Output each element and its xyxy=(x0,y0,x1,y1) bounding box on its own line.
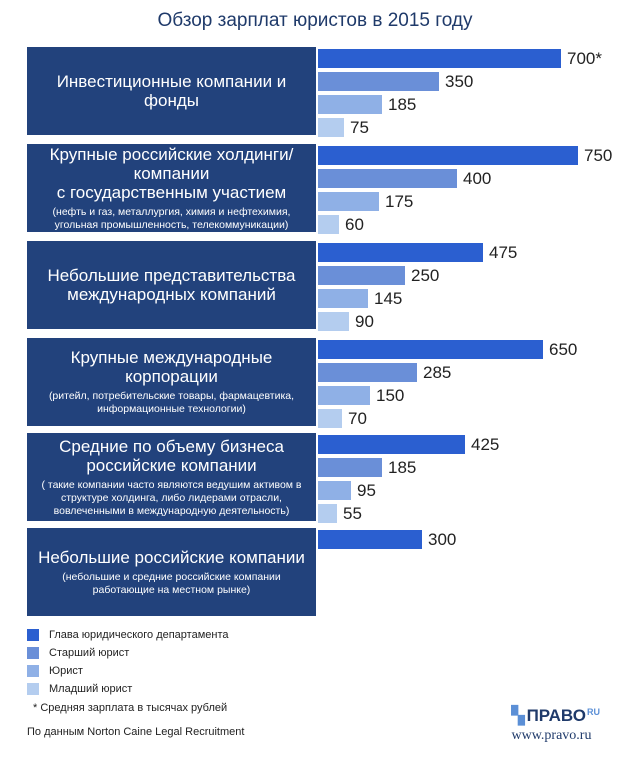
chart-title: Обзор зарплат юристов в 2015 году xyxy=(157,10,473,31)
value-label: 650 xyxy=(549,340,578,359)
category-box: Крупные международные корпорации (ритейл,… xyxy=(27,338,316,426)
category-label: Крупные российские холдинги/компании с г… xyxy=(49,144,294,202)
pravo-logo[interactable]: ▚ ПРАВО RU www.pravo.ru xyxy=(512,706,601,744)
bar xyxy=(318,169,457,188)
value-label: 350 xyxy=(445,72,474,91)
legend-item: Юрист xyxy=(27,662,229,680)
legend-swatch xyxy=(27,629,39,641)
value-label: 60 xyxy=(345,215,364,234)
bar xyxy=(318,340,543,359)
value-label: 145 xyxy=(374,289,403,308)
legend-label: Младший юрист xyxy=(49,683,133,695)
logo-p-icon: ▚ xyxy=(511,706,525,725)
bar xyxy=(318,192,379,211)
bar xyxy=(318,289,368,308)
category-box: Небольшие российские компании (небольшие … xyxy=(27,528,316,616)
category-note: (небольшие и средние российские компании… xyxy=(62,570,281,596)
category-note: (нефть и газ, металлургия, химия и нефте… xyxy=(52,205,291,231)
bar xyxy=(318,146,578,165)
value-label: 250 xyxy=(411,266,440,285)
logo-name: ПРАВО xyxy=(526,706,586,725)
bar xyxy=(318,49,561,68)
value-label: 185 xyxy=(388,95,417,114)
logo-mark: ▚ ПРАВО RU xyxy=(512,706,601,726)
bar xyxy=(318,530,422,549)
value-label: 750 xyxy=(584,146,613,165)
value-label: 475 xyxy=(489,243,518,262)
source-note: По данным Norton Caine Legal Recruitment xyxy=(27,726,245,738)
unit-footnote: * Средняя зарплата в тысячах рублей xyxy=(33,702,228,714)
value-label: 700* xyxy=(567,49,602,68)
bar xyxy=(318,215,339,234)
value-label: 90 xyxy=(355,312,374,331)
value-label: 285 xyxy=(423,363,452,382)
legend-swatch xyxy=(27,683,39,695)
category-box: Небольшие представительства международны… xyxy=(27,241,316,329)
value-label: 95 xyxy=(357,481,376,500)
category-note: (ритейл, потребительские товары, фармаце… xyxy=(48,390,295,415)
category-note: ( такие компании часто являются ведушим … xyxy=(41,478,302,517)
bar xyxy=(318,363,417,382)
value-label: 300 xyxy=(428,530,457,549)
value-label: 185 xyxy=(388,458,417,477)
bar xyxy=(318,386,370,405)
bar xyxy=(318,481,351,500)
category-label: Средние по объему бизнеса российские ком… xyxy=(59,436,284,475)
logo-url[interactable]: www.pravo.ru xyxy=(511,728,592,743)
value-label: 425 xyxy=(471,435,500,454)
legend-label: Старший юрист xyxy=(49,647,130,659)
category-box: Крупные российские холдинги/компании с г… xyxy=(27,144,316,232)
legend-swatch xyxy=(27,665,39,677)
bar xyxy=(318,266,405,285)
legend-item: Глава юридического департамента xyxy=(27,626,229,644)
category-label: Инвестиционные компании и фонды xyxy=(56,72,287,110)
category-label: Крупные международные корпорации xyxy=(70,348,273,386)
legend-item: Младший юрист xyxy=(27,680,229,698)
value-label: 70 xyxy=(348,409,367,428)
legend-label: Юрист xyxy=(49,665,83,677)
bar xyxy=(318,409,342,428)
bar xyxy=(318,72,439,91)
bar xyxy=(318,243,483,262)
bar xyxy=(318,435,465,454)
value-label: 400 xyxy=(463,169,492,188)
legend-swatch xyxy=(27,647,39,659)
category-box: Инвестиционные компании и фонды xyxy=(27,47,316,135)
value-label: 75 xyxy=(350,118,369,137)
bar xyxy=(318,504,337,523)
bar xyxy=(318,458,382,477)
category-label: Небольшие представительства международны… xyxy=(47,266,296,304)
category-box: Средние по объему бизнеса российские ком… xyxy=(27,433,316,521)
bar xyxy=(318,95,382,114)
bar xyxy=(318,312,349,331)
legend-label: Глава юридического департамента xyxy=(49,629,229,641)
legend-item: Старший юрист xyxy=(27,644,229,662)
legend: Глава юридического департамента Старший ю… xyxy=(27,626,229,698)
value-label: 150 xyxy=(376,386,405,405)
bar xyxy=(318,118,344,137)
value-label: 55 xyxy=(343,504,362,523)
logo-suffix: RU xyxy=(587,707,600,717)
value-label: 175 xyxy=(385,192,414,211)
category-label: Небольшие российские компании xyxy=(38,547,305,567)
